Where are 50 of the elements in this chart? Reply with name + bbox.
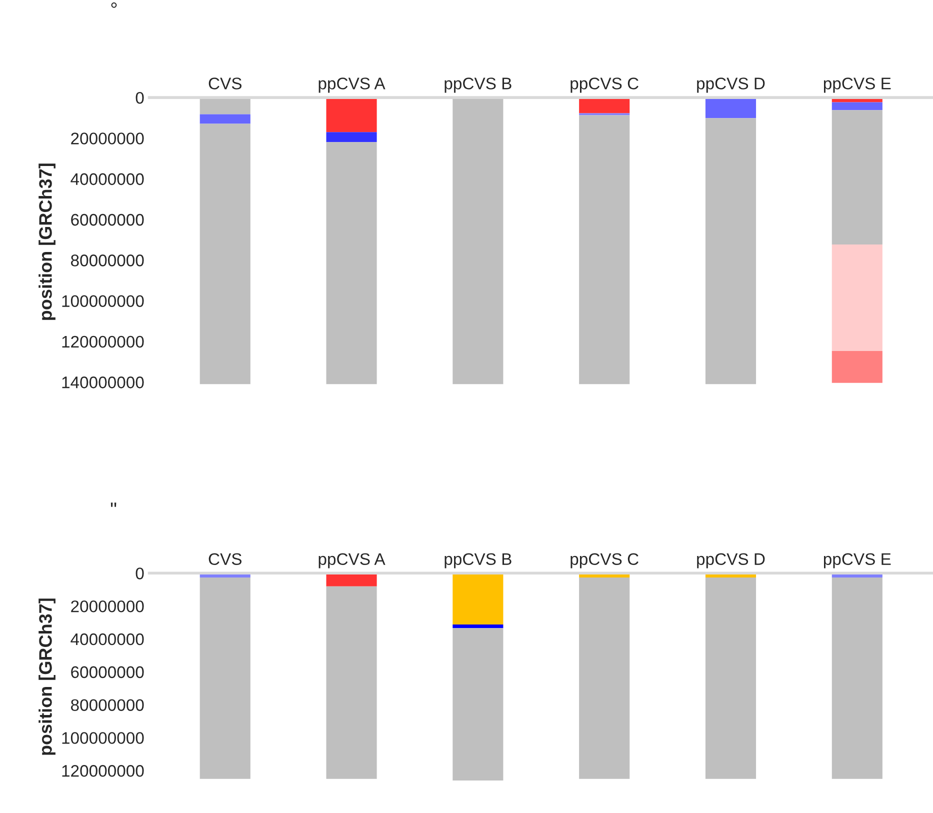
bar <box>832 110 882 245</box>
y-tick-label: 40000000 <box>70 633 144 646</box>
x-tick-label: ppCVS E <box>824 78 891 93</box>
x-tick-label: ppCVS B <box>444 553 512 568</box>
x-tick-label: ppCVS D <box>697 553 765 568</box>
y-tick-label: 100000000 <box>62 295 144 308</box>
bar <box>832 244 882 352</box>
y-tick-label: 20000000 <box>71 600 144 612</box>
bar <box>832 102 882 110</box>
bar <box>579 577 630 779</box>
bar <box>200 577 250 779</box>
x-tick-label: ppCVS C <box>570 78 638 93</box>
x-tick-label: CVS <box>208 78 242 90</box>
bar <box>705 577 756 779</box>
y-tick-label: 80000000 <box>70 254 144 266</box>
text: " <box>110 502 116 507</box>
bar <box>579 115 630 384</box>
y-tick-label: 60000000 <box>71 214 144 226</box>
y-axis-title: position [GRCh37] <box>38 164 56 320</box>
bar <box>326 132 377 142</box>
bar <box>326 573 377 586</box>
bar <box>200 114 250 124</box>
y-tick-label: 0 <box>136 568 144 580</box>
text: ° <box>111 2 117 8</box>
y-axis-title: position [GRCh37] <box>38 598 56 755</box>
bar <box>452 628 504 780</box>
x-tick-label: ppCVS D <box>697 78 765 93</box>
y-tick-label: 40000000 <box>70 173 144 186</box>
x-tick-label: CVS <box>208 553 242 566</box>
y-tick-label: 0 <box>136 92 144 104</box>
bar <box>326 98 377 132</box>
x-tick-label: ppCVS C <box>570 553 638 568</box>
y-tick-label: 80000000 <box>70 699 144 711</box>
bar <box>200 124 250 384</box>
x-tick-label: ppCVS A <box>318 553 386 568</box>
y-tick-label: 100000000 <box>62 732 144 744</box>
bar <box>832 577 882 779</box>
x-tick-label: ppCVS E <box>824 553 891 568</box>
bar <box>452 573 504 624</box>
x-tick-label: ppCVS B <box>444 78 512 93</box>
y-tick-label: 20000000 <box>71 132 144 144</box>
y-tick-label: 140000000 <box>62 376 144 388</box>
y-tick-label: 120000000 <box>62 765 144 777</box>
x-tick-label: ppCVS A <box>318 78 386 93</box>
bar <box>326 142 377 384</box>
bar <box>326 586 377 779</box>
bar <box>832 351 882 383</box>
bar <box>452 624 504 628</box>
y-tick-label: 120000000 <box>62 336 144 348</box>
y-tick-label: 60000000 <box>71 666 144 678</box>
